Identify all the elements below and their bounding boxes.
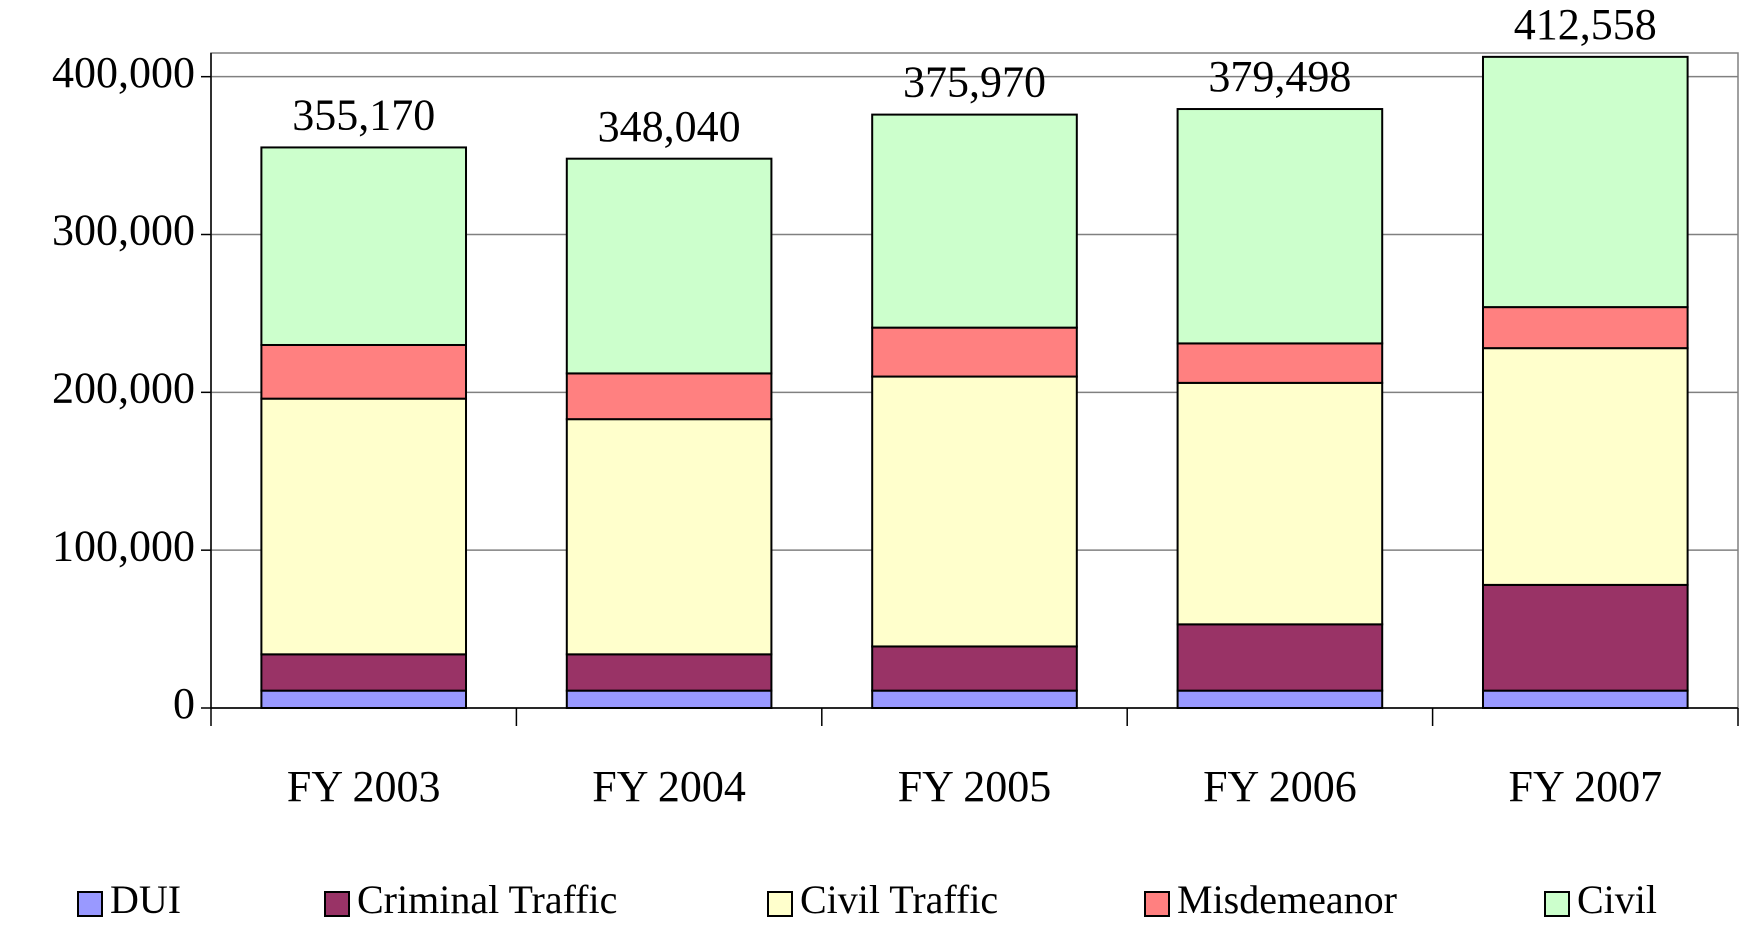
total-label: 348,040 [598,102,741,151]
bar-segment [1176,623,1384,692]
bar-segment [260,689,468,709]
y-tick-label: 300,000 [52,206,195,255]
y-tick-label: 0 [173,679,195,728]
bar-segment [871,375,1078,648]
total-label: 355,170 [292,91,435,140]
bar-segment [1481,306,1689,350]
y-tick-label: 100,000 [52,521,195,570]
bar-segment [1176,108,1384,345]
total-label: 379,498 [1208,52,1351,101]
bar-segment [1176,689,1384,709]
x-tick-label: FY 2005 [898,762,1052,811]
x-tick-label: FY 2004 [592,762,746,811]
legend-swatch [77,891,103,917]
bar-segment [260,343,468,400]
legend-label: Civil Traffic [800,877,998,922]
bar-segment [1481,55,1689,309]
legend-swatch [1544,891,1570,917]
legend-swatch [1144,891,1170,917]
legend-label: Misdemeanor [1177,877,1397,922]
y-tick-label: 200,000 [52,363,195,412]
y-tick-label: 400,000 [52,48,195,97]
bar-segment [871,113,1078,329]
bar-segment [565,689,773,709]
x-tick-label: FY 2007 [1508,762,1662,811]
bar-segment [1481,347,1689,586]
bar-segment [1176,381,1384,626]
bar-segment [1481,583,1689,692]
bar-segment [871,645,1078,692]
bar-segment [260,397,468,656]
bar-segment [260,653,468,692]
legend-label: DUI [110,877,181,922]
x-tick-label: FY 2003 [287,762,441,811]
bar-segment [260,146,468,346]
legend-label: Criminal Traffic [357,877,617,922]
legend-swatch [324,891,350,917]
bar-segment [871,689,1078,709]
bar-segment [1481,689,1689,709]
bar-segment [565,653,773,692]
legend-swatch [767,891,793,917]
bar-segment [565,418,773,656]
bar-segment [871,326,1078,378]
legend-label: Civil [1577,877,1657,922]
x-tick-label: FY 2006 [1203,762,1357,811]
total-label: 375,970 [903,58,1046,107]
bar-segment [565,157,773,375]
bar-segment [1176,342,1384,384]
bar-segment [565,372,773,421]
total-label: 412,558 [1514,0,1657,49]
